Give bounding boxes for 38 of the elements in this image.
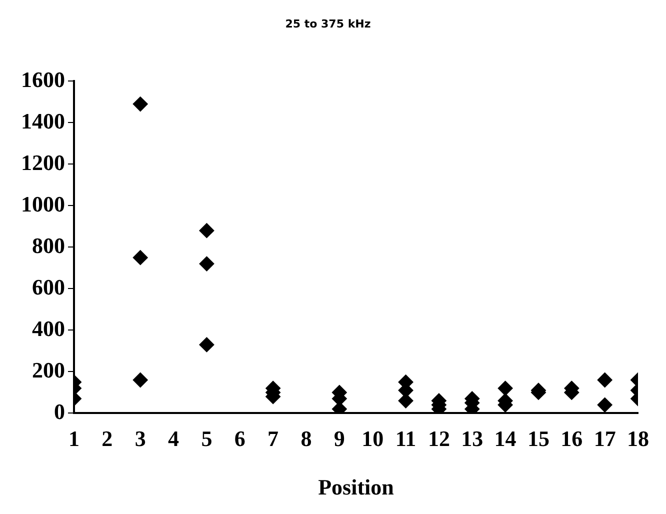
y-tick-label: 800 — [32, 232, 65, 258]
x-tick-label: 3 — [134, 426, 146, 452]
x-tick-label: 9 — [334, 426, 345, 452]
point — [199, 223, 214, 238]
y-tick-label: 1600 — [21, 66, 65, 92]
point — [199, 256, 214, 272]
x-axis-title: Position — [318, 474, 394, 500]
x-tick-label: 17 — [594, 426, 616, 452]
y-tick-label: 1000 — [21, 191, 65, 216]
y-tick-label: 200 — [32, 357, 65, 382]
x-tick-label: 16 — [560, 426, 583, 452]
x-tick-label: 4 — [168, 426, 180, 452]
point — [199, 337, 214, 352]
y-tick-label: 1400 — [21, 108, 65, 134]
point — [132, 250, 148, 266]
y-tick-label: 600 — [32, 274, 65, 300]
x-tick-label: 15 — [527, 426, 550, 452]
x-tick-label: 18 — [627, 426, 649, 452]
x-tick-label: 5 — [201, 426, 212, 452]
x-tick-label: 14 — [494, 426, 516, 452]
x-tick-label: 12 — [428, 426, 450, 452]
x-tick-label: 1 — [68, 426, 80, 452]
x-tick-label: 11 — [395, 426, 416, 452]
point — [498, 380, 513, 396]
x-tick-label: 7 — [268, 426, 279, 452]
point — [132, 372, 148, 388]
x-tick-label: 8 — [300, 426, 312, 452]
point — [597, 372, 612, 388]
point — [597, 397, 612, 412]
point — [132, 96, 148, 112]
x-tick-label: 6 — [234, 426, 246, 452]
y-tick-label: 400 — [32, 316, 65, 341]
y-tick-label: 1200 — [21, 150, 65, 175]
x-tick-label: 13 — [461, 426, 484, 452]
x-tick-label: 2 — [102, 426, 113, 452]
y-tick-label: 0 — [54, 398, 65, 424]
x-tick-label: 10 — [362, 426, 384, 452]
chart-title: 25 to 375 kHz — [285, 17, 371, 30]
